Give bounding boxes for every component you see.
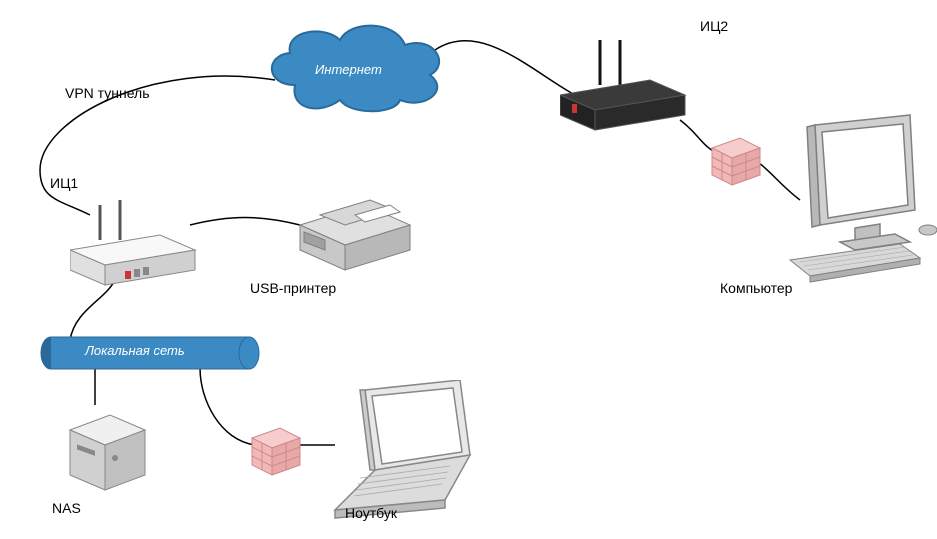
router-ic2 <box>560 40 690 145</box>
label-local-network: Локальная сеть <box>85 343 185 358</box>
label-ic2: ИЦ2 <box>700 18 728 34</box>
edge-bus-firewall1 <box>200 368 255 445</box>
diagram-canvas: VPN туннель ИЦ1 ИЦ2 USB-принтер NAS Ноут… <box>0 0 937 539</box>
usb-printer <box>290 170 420 285</box>
firewall-right <box>710 130 765 195</box>
desktop-computer <box>760 110 937 295</box>
edge-router1-printer <box>190 218 300 226</box>
label-usb-printer: USB-принтер <box>250 280 336 296</box>
label-vpn-tunnel: VPN туннель <box>65 85 150 101</box>
label-computer: Компьютер <box>720 280 792 296</box>
nas-device <box>65 400 155 505</box>
router-ic1 <box>70 200 200 295</box>
firewall-left <box>250 420 305 485</box>
label-internet: Интернет <box>315 62 382 77</box>
label-ic1: ИЦ1 <box>50 175 78 191</box>
laptop <box>310 380 490 525</box>
label-nas: NAS <box>52 500 81 516</box>
label-notebook: Ноутбук <box>345 505 397 521</box>
edge-cloud-router2 <box>435 41 575 95</box>
